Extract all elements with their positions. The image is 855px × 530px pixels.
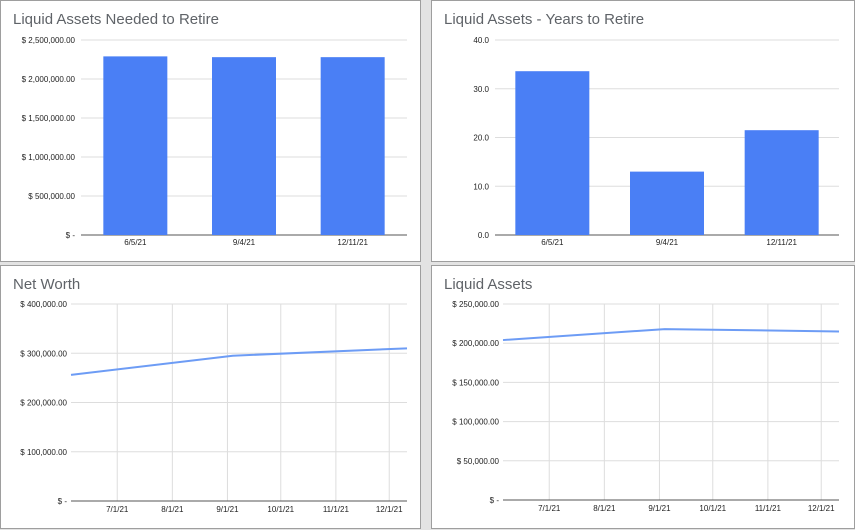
x-tick-label: 8/1/21 xyxy=(161,505,184,514)
y-tick-label: $ - xyxy=(66,231,76,240)
x-tick-label: 12/11/21 xyxy=(337,238,368,247)
x-tick-label: 12/1/21 xyxy=(376,505,403,514)
line-chart-liquid-assets: 7/1/21 8/1/21 9/1/21 10/1/21 11/1/21 12/1/21 $… xyxy=(452,300,840,513)
y-tick-label: $ 250,000.00 xyxy=(452,300,499,309)
x-tick-label: 9/4/21 xyxy=(233,238,256,247)
chart-panel-net-worth[interactable]: Net Worth 7/1/21 8/1/21 9/1/21 10/1/21 11/1/… xyxy=(0,265,421,529)
x-tick-label: 11/1/21 xyxy=(755,504,782,513)
y-tick-label: 30.0 xyxy=(473,85,489,94)
y-tick-label: $ 1,000,000.00 xyxy=(22,153,76,162)
x-tick-label: 8/1/21 xyxy=(593,504,616,513)
x-tick-label: 9/1/21 xyxy=(648,504,671,513)
y-tick-label: $ 2,000,000.00 xyxy=(22,75,76,84)
y-tick-label: $ 500,000.00 xyxy=(28,192,75,201)
y-tick-label: $ 2,500,000.00 xyxy=(22,36,76,45)
bar xyxy=(744,130,819,235)
bar-chart-liquid-assets-needed: $ - $ 500,000.00 $ 1,000,000.00 $ 1,500,000… xyxy=(22,36,407,247)
y-tick-label: $ 200,000.00 xyxy=(452,339,499,348)
y-tick-label: 40.0 xyxy=(473,36,489,45)
x-tick-label: 12/1/21 xyxy=(808,504,835,513)
chart-title: Liquid Assets Needed to Retire xyxy=(13,11,219,28)
x-tick-label: 6/5/21 xyxy=(541,238,564,247)
bar xyxy=(630,171,704,235)
x-tick-label: 7/1/21 xyxy=(538,504,561,513)
x-tick-label: 9/4/21 xyxy=(656,238,679,247)
y-tick-label: $ 300,000.00 xyxy=(20,349,67,358)
bar xyxy=(212,57,276,235)
x-tick-label: 6/5/21 xyxy=(124,238,147,247)
y-tick-label: $ - xyxy=(490,496,500,505)
chart-title: Liquid Assets - Years to Retire xyxy=(444,11,645,28)
y-tick-label: $ 150,000.00 xyxy=(452,378,499,387)
y-tick-label: $ 400,000.00 xyxy=(20,300,67,309)
bar-chart-years-to-retire: 0.0 10.0 20.0 30.0 40.0 6/5/21 9/4/21 12/11/21 xyxy=(473,36,839,247)
y-tick-label: $ 100,000.00 xyxy=(452,418,499,427)
chart-panel-years-to-retire[interactable]: Liquid Assets - Years to Retire 0.0 10.0 2… xyxy=(431,0,855,262)
y-tick-label: $ 100,000.00 xyxy=(20,448,67,457)
chart-panel-liquid-assets-needed[interactable]: Liquid Assets Needed to Retire $ - $ 500,… xyxy=(0,0,421,262)
chart-title: Net Worth xyxy=(13,276,81,293)
y-tick-label: $ 50,000.00 xyxy=(457,457,500,466)
bar xyxy=(103,56,168,235)
y-tick-label: $ 200,000.00 xyxy=(20,399,67,408)
y-tick-label: 0.0 xyxy=(478,231,490,240)
chart-title: Liquid Assets xyxy=(444,276,533,293)
x-tick-label: 10/1/21 xyxy=(267,505,294,514)
bar xyxy=(320,57,385,235)
bar xyxy=(515,71,590,235)
y-tick-label: 20.0 xyxy=(473,134,489,143)
x-tick-label: 7/1/21 xyxy=(106,505,129,514)
series-line xyxy=(502,328,840,342)
y-tick-label: 10.0 xyxy=(473,182,489,191)
x-tick-label: 9/1/21 xyxy=(216,505,239,514)
y-tick-label: $ 1,500,000.00 xyxy=(22,114,76,123)
line-chart-net-worth: 7/1/21 8/1/21 9/1/21 10/1/21 11/1/21 12/1/21 $… xyxy=(20,300,408,514)
x-tick-label: 11/1/21 xyxy=(323,505,350,514)
chart-panel-liquid-assets[interactable]: Liquid Assets 7/1/21 8/1/21 9/1/21 10/1/21 1… xyxy=(431,265,855,529)
y-tick-label: $ - xyxy=(58,497,68,506)
x-tick-label: 10/1/21 xyxy=(699,504,726,513)
series-line xyxy=(70,347,408,376)
x-tick-label: 12/11/21 xyxy=(766,238,797,247)
